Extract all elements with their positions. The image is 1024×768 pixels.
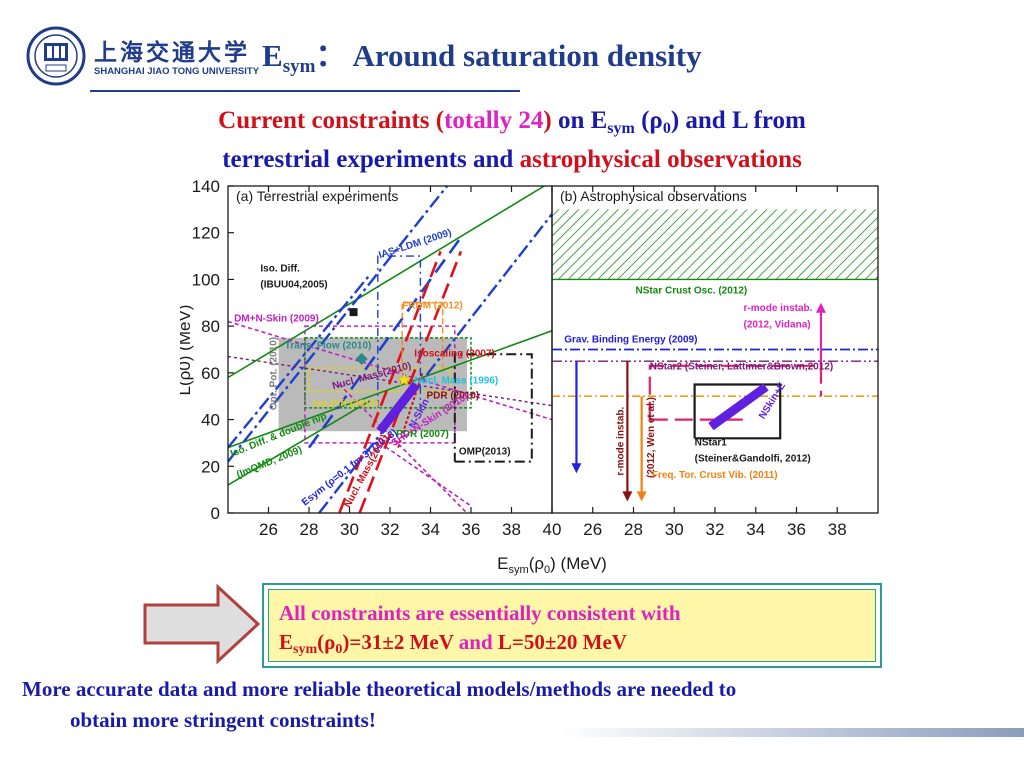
panel-a-annotation-11: PDR (2010) bbox=[426, 391, 479, 402]
panel-a-constraint-line-12 bbox=[358, 250, 463, 513]
panel-a-xtick-label-4: 34 bbox=[421, 520, 440, 539]
panel-a-xtick-label-7: 40 bbox=[543, 520, 562, 539]
panel-b-annotation-8: NStar1 bbox=[695, 437, 728, 448]
panel-b-annotation-3: Grav. Binding Energy (2009) bbox=[564, 334, 697, 345]
heading-line-1: Current constraints (totally 24) on Esym… bbox=[218, 107, 806, 137]
panel-a-constraint-line-15 bbox=[377, 255, 422, 408]
panel-a-region-0 bbox=[278, 337, 467, 432]
panel-a-xtick-label-2: 30 bbox=[340, 520, 359, 539]
panel-a-constraint-line-16 bbox=[401, 302, 444, 373]
panel-b-xtick-label-0: 26 bbox=[583, 520, 602, 539]
panel-a-constraint-line-3 bbox=[228, 186, 449, 463]
bottom-statement: More accurate data and more reliable the… bbox=[22, 674, 1012, 736]
panel-a-region-1 bbox=[308, 367, 452, 393]
panel-a-xtick-label-6: 38 bbox=[502, 520, 521, 539]
panel-b-arrow-0 bbox=[571, 361, 582, 474]
heading-line-2: terrestrial experiments and astrophysica… bbox=[222, 146, 802, 173]
panel-b-annotation-5: r-mode instab. bbox=[615, 407, 626, 476]
panel-a-constraint-line-0 bbox=[228, 186, 546, 379]
panel-a-annotation-9: Iso.Diff.(2010) bbox=[313, 399, 379, 410]
panel-a-marker-0 bbox=[349, 308, 358, 317]
university-seal-logo bbox=[26, 26, 86, 86]
panel-a-region-3 bbox=[304, 337, 472, 409]
panel-a-xtick-label-3: 32 bbox=[381, 520, 400, 539]
panel-b-title: (b) Astrophysical observations bbox=[560, 188, 747, 204]
panel-a-constraint-line-9 bbox=[379, 442, 472, 507]
bottom-statement-line-1: More accurate data and more reliable the… bbox=[22, 677, 737, 701]
panel-a-ytick-label-0: 0 bbox=[211, 504, 220, 523]
panel-b-xtick-label-3: 32 bbox=[706, 520, 725, 539]
conclusion-line-1: All constraints are essentially consiste… bbox=[279, 601, 681, 625]
panel-b-annotation-9: (Steiner&Gandolfi, 2012) bbox=[695, 454, 811, 465]
panel-b-annotation-2: (2012, Vidana) bbox=[744, 319, 811, 330]
panel-a-constraint-line-1 bbox=[228, 330, 552, 449]
panel-b-arrow-1 bbox=[622, 361, 633, 502]
panel-b-plot-area bbox=[552, 209, 878, 502]
x-axis-label: Esym(ρ0) (MeV) bbox=[497, 554, 607, 576]
panel-b-xtick-label-1: 28 bbox=[624, 520, 643, 539]
panel-a-nskin-band bbox=[376, 381, 420, 435]
panel-a-marker-1 bbox=[355, 352, 368, 365]
panel-b-constraint-line-6 bbox=[693, 383, 782, 440]
panel-b-annotation-7: Freq. Tor. Crust Vib. (2011) bbox=[652, 470, 778, 481]
panel-a-constraint-line-5 bbox=[228, 274, 371, 449]
panel-a-annotation-14: PDR (2007) bbox=[396, 429, 449, 440]
panel-a-constraint-line-13 bbox=[397, 372, 424, 448]
panel-a-constraint-line-11 bbox=[338, 250, 442, 513]
panel-b-xtick-label-6: 38 bbox=[828, 520, 847, 539]
right-arrow-icon bbox=[143, 584, 261, 664]
conclusion-line-2: Esym(ρ0)=31±2 MeV and L=50±20 MeV bbox=[279, 630, 627, 657]
panel-a-constraint-line-7 bbox=[228, 320, 552, 421]
panel-a-ytick-label-5: 100 bbox=[192, 270, 220, 289]
footer-bar bbox=[560, 728, 1024, 737]
panel-a-annotation-6: Opt. Pot. (2010) bbox=[269, 337, 280, 410]
conclusion-box: All constraints are essentially consiste… bbox=[262, 583, 882, 668]
slide-title: Esym： Around saturation density bbox=[262, 38, 702, 77]
bottom-statement-line-2: obtain more stringent constraints! bbox=[70, 708, 376, 732]
panel-a-plot-area bbox=[228, 186, 552, 513]
university-name-chinese: 上海交通大学 bbox=[94, 39, 250, 66]
panel-a-ytick-label-4: 80 bbox=[201, 317, 220, 336]
y-axis-label: L(ρ0) (MeV) bbox=[180, 305, 194, 396]
panel-a-marker-2 bbox=[396, 372, 412, 387]
panel-b-hatched-region bbox=[552, 209, 878, 280]
panel-a-annotation-10: Nucl. Mass (1996) bbox=[414, 375, 498, 386]
panel-a-ytick-label-1: 20 bbox=[201, 457, 220, 476]
panel-a-annotation-1: (IBUU04,2005) bbox=[260, 280, 327, 291]
panel-a-ytick-label-7: 140 bbox=[192, 177, 220, 196]
conclusion-box-inner: All constraints are essentially consiste… bbox=[268, 589, 876, 662]
panel-a-title: (a) Terrestrial experiments bbox=[236, 188, 398, 204]
panel-a-xtick-label-5: 36 bbox=[462, 520, 481, 539]
panel-b-annotation-0: NStar Crust Osc. (2012) bbox=[636, 285, 748, 296]
panel-a-constraint-line-8 bbox=[338, 383, 468, 513]
panel-a-annotation-19: OMP(2013) bbox=[459, 447, 511, 458]
panel-b-annotation-1: r-mode instab. bbox=[744, 303, 813, 314]
panel-a-annotation-2: IAS+LDM (2009) bbox=[377, 227, 453, 261]
panel-a-annotation-8: Isoscaling (2007) bbox=[414, 349, 495, 360]
panel-b-nskin-band bbox=[708, 383, 769, 431]
panel-b-xtick-label-4: 34 bbox=[746, 520, 765, 539]
panel-a-annotation-3: DM+N-Skin (2009) bbox=[234, 313, 319, 324]
panel-a-ytick-label-6: 120 bbox=[192, 224, 220, 243]
university-name-english: SHANGHAI JIAO TONG UNIVERSITY bbox=[94, 66, 260, 77]
panel-b-annotation-4: NStar2 (Steiner, Lattimer&Brown,2012) bbox=[650, 361, 833, 372]
panel-b-constraint-line-4 bbox=[648, 364, 823, 420]
panel-b-xtick-label-2: 30 bbox=[665, 520, 684, 539]
constraints-chart: Iso. Diff. (IBUU04,2005) IAS+LDM (2009) DM+… bbox=[180, 177, 879, 576]
panel-b-xtick-label-5: 36 bbox=[787, 520, 806, 539]
panel-b-arrow-2 bbox=[636, 396, 647, 502]
panel-a-annotation-0: Iso. Diff. bbox=[260, 263, 300, 274]
panel-a-constraint-line-14 bbox=[453, 353, 533, 463]
panel-a-annotation-5: Trans. Flow (2010) bbox=[285, 340, 372, 351]
panel-b-arrow-3 bbox=[815, 302, 826, 366]
panel-a-ytick-label-2: 40 bbox=[201, 411, 220, 430]
panel-a-xtick-label-0: 26 bbox=[259, 520, 278, 539]
panel-a-constraint-line-2 bbox=[228, 400, 371, 486]
header-rule bbox=[90, 90, 520, 92]
panel-a-xtick-label-1: 28 bbox=[300, 520, 319, 539]
panel-b-annotation-6: (2012, Wen et al.) bbox=[646, 397, 657, 478]
panel-a-constraint-line-6 bbox=[307, 236, 462, 449]
panel-a-ytick-label-3: 60 bbox=[201, 364, 220, 383]
panel-a-annotation-4: FRDM (2012) bbox=[402, 301, 463, 312]
